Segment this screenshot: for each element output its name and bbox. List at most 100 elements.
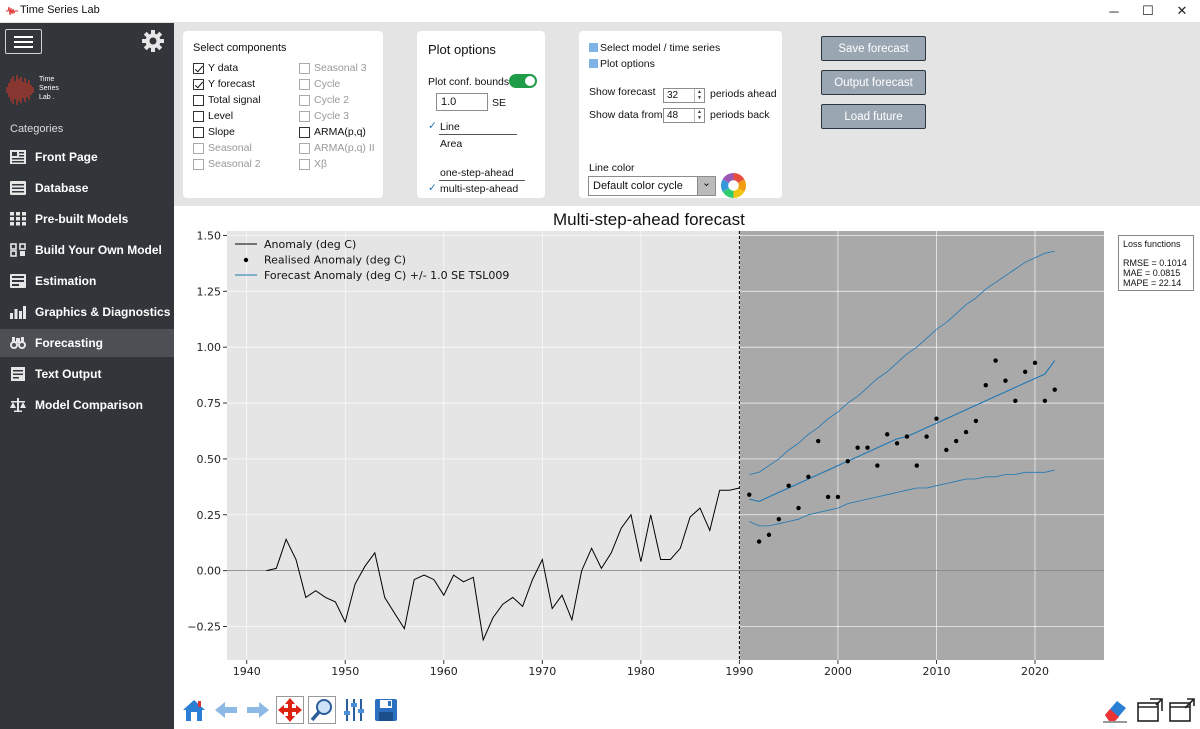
save-forecast-label: Save forecast — [838, 42, 909, 55]
sidebar-item-label: Graphics & Diagnostics — [35, 305, 171, 319]
output-forecast-button[interactable]: Output forecast — [821, 70, 926, 95]
data-periods-spinbox[interactable]: 48 ▲ ▼ — [663, 108, 705, 123]
realised-anomaly-point — [934, 416, 939, 421]
component-checkbox-y-data[interactable]: Y data — [193, 62, 238, 74]
component-checkbox-level[interactable]: Level — [193, 110, 233, 122]
y-tick-label: −0.25 — [187, 620, 221, 633]
forecast-periods-spinbox[interactable]: 32 ▲ ▼ — [663, 88, 705, 103]
plot-title: Multi-step-ahead forecast — [553, 210, 745, 229]
realised-anomaly-point — [776, 517, 782, 522]
sidebar-item-pre-built-models[interactable]: Pre-built Models — [0, 205, 174, 233]
y-tick-label: 1.50 — [197, 229, 222, 242]
load-future-button[interactable]: Load future — [821, 104, 926, 129]
checkbox-unchecked-icon — [193, 158, 204, 170]
home-icon[interactable] — [180, 696, 208, 724]
sidebar-item-forecasting[interactable]: Forecasting — [0, 329, 174, 357]
sidebar-item-label: Forecasting — [35, 336, 104, 350]
configure-subplots-icon[interactable] — [340, 696, 368, 724]
checkbox-unchecked-icon — [299, 78, 310, 90]
hamburger-menu-button[interactable] — [5, 29, 42, 54]
expand-plus-icon — [589, 59, 598, 68]
back-arrow-icon[interactable] — [212, 696, 240, 724]
realised-anomaly-point — [1022, 369, 1028, 374]
x-tick-label: 1990 — [725, 665, 753, 678]
color-wheel-icon[interactable] — [721, 173, 746, 198]
component-checkbox-arma-p-q[interactable]: ARMA(p,q) — [299, 126, 366, 138]
legend-swatch-realised — [243, 257, 249, 263]
forecast-region — [739, 231, 1104, 660]
front-page-icon — [10, 150, 26, 164]
loss-rmse: RMSE = 0.1014 — [1123, 258, 1187, 268]
sidebar-item-label: Model Comparison — [35, 398, 144, 412]
select-components-heading: Select components — [193, 42, 287, 54]
realised-anomaly-point — [816, 438, 821, 444]
forecasting-icon — [10, 336, 26, 350]
save-forecast-button[interactable]: Save forecast — [821, 36, 926, 61]
select-model-link[interactable]: Select model / time series — [589, 42, 720, 54]
minimize-button[interactable]: ─ — [1096, 0, 1132, 22]
mode-selected-check-icon: ✓ — [428, 182, 437, 194]
realised-anomaly-point — [1003, 378, 1008, 383]
sidebar-item-build-your-own-model[interactable]: Build Your Own Model — [0, 236, 174, 264]
realised-anomaly-point — [855, 445, 860, 450]
mode-option-multi-step-ahead[interactable]: multi-step-ahead — [440, 183, 519, 195]
sidebar-item-text-output[interactable]: Text Output — [0, 360, 174, 388]
component-label: Slope — [208, 126, 235, 138]
style-option-area[interactable]: Area — [440, 138, 463, 150]
line-color-dropdown[interactable]: Default color cycle ⌄ — [588, 176, 716, 196]
sidebar-item-estimation[interactable]: Estimation — [0, 267, 174, 295]
sidebar-item-model-comparison[interactable]: Model Comparison — [0, 391, 174, 419]
window-export-icon[interactable] — [1168, 696, 1196, 724]
plot-options-link[interactable]: Plot options — [589, 58, 655, 70]
component-label: Y forecast — [208, 78, 256, 90]
realised-anomaly-point — [1013, 398, 1018, 404]
spin-up-icon: ▲ — [697, 89, 702, 95]
realised-anomaly-point — [963, 429, 969, 435]
logo-dot: . — [52, 94, 55, 101]
select-components-card: Select components Y data Y forecast Total … — [183, 31, 383, 198]
x-tick-label: 1960 — [430, 665, 458, 678]
x-tick-label: 1980 — [627, 665, 655, 678]
save-figure-icon[interactable] — [372, 696, 400, 724]
logo-text: Time Series Lab . — [39, 75, 59, 102]
zoom-icon[interactable] — [308, 696, 336, 724]
component-label: ARMA(p,q) II — [314, 142, 375, 154]
hamburger-line — [14, 46, 33, 48]
spin-arrows-icon[interactable]: ▲ ▼ — [694, 89, 704, 102]
series-anomaly-line — [266, 487, 740, 642]
x-tick-label: 1940 — [233, 665, 261, 678]
component-checkbox-slope[interactable]: Slope — [193, 126, 235, 138]
app-logo-icon — [6, 6, 18, 16]
conf-bounds-toggle[interactable] — [509, 74, 537, 88]
eraser-icon[interactable] — [1101, 696, 1129, 724]
component-checkbox-cycle-2: Cycle 2 — [299, 94, 349, 106]
data-periods-value: 48 — [667, 110, 679, 121]
sidebar-item-graphics-diagnostics[interactable]: Graphics & Diagnostics — [0, 298, 174, 326]
y-tick-label: 1.00 — [197, 341, 222, 354]
style-option-line[interactable]: Line — [440, 121, 460, 133]
forecast-settings-card: Select model / time series Plot options … — [579, 31, 782, 198]
legend-label: Forecast Anomaly (deg C) +/- 1.0 SE TSL0… — [264, 269, 509, 282]
mode-option-one-step-ahead[interactable]: one-step-ahead — [440, 167, 514, 179]
component-checkbox-y-forecast[interactable]: Y forecast — [193, 78, 255, 90]
sidebar-item-database[interactable]: Database — [0, 174, 174, 202]
periods-back-label: periods back — [710, 109, 770, 121]
forecast-periods-value: 32 — [667, 90, 679, 101]
window-restore-icon[interactable] — [1136, 696, 1164, 724]
sidebar-item-front-page[interactable]: Front Page — [0, 143, 174, 171]
pan-icon[interactable] — [276, 696, 304, 724]
realised-anomaly-point — [924, 434, 929, 439]
close-button[interactable]: ✕ — [1164, 0, 1200, 22]
gear-icon[interactable] — [141, 29, 165, 53]
sidebar-item-label: Front Page — [35, 150, 98, 164]
realised-anomaly-point — [914, 463, 919, 468]
component-checkbox-total-signal[interactable]: Total signal — [193, 94, 261, 106]
load-future-label: Load future — [844, 110, 903, 123]
sidebar-item-label: Build Your Own Model — [35, 243, 162, 257]
spin-arrows-icon[interactable]: ▲ ▼ — [694, 109, 704, 122]
se-value-field[interactable]: 1.0 — [436, 93, 488, 111]
checkbox-checked-icon — [193, 78, 204, 90]
maximize-button[interactable]: ☐ — [1130, 0, 1166, 22]
forward-arrow-icon[interactable] — [244, 696, 272, 724]
